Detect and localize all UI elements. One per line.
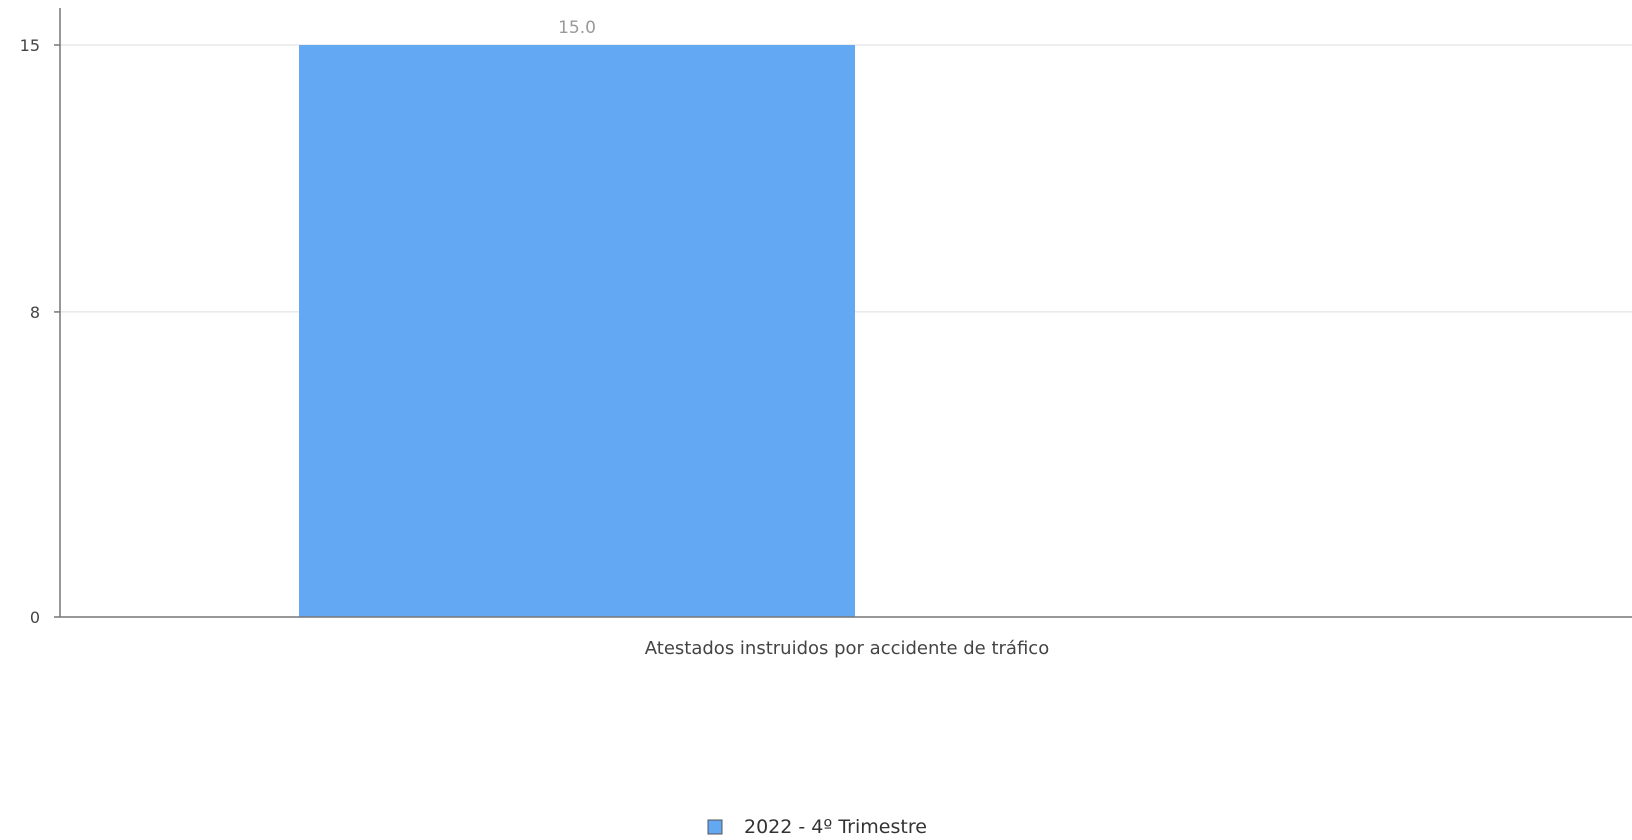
bar-0-0[interactable]: [299, 45, 855, 617]
y-tick-label: 0: [30, 608, 40, 627]
x-category-label: Atestados instruidos por accidente de tr…: [645, 638, 1049, 659]
bars: [299, 45, 855, 617]
legend[interactable]: 2022 - 4º Trimestre: [707, 816, 927, 838]
y-tick-label: 15: [20, 36, 40, 55]
data-labels: 15.0: [558, 18, 596, 38]
legend-item[interactable]: 2022 - 4º Trimestre: [707, 816, 927, 838]
legend-label: 2022 - 4º Trimestre: [744, 816, 927, 838]
y-axis-ticks: 0 8 15: [20, 36, 60, 627]
y-tick-label: 8: [30, 303, 40, 322]
data-label: 15.0: [558, 18, 596, 38]
x-axis-categories: Atestados instruidos por accidente de tr…: [645, 638, 1049, 659]
legend-swatch-icon: [707, 819, 723, 835]
